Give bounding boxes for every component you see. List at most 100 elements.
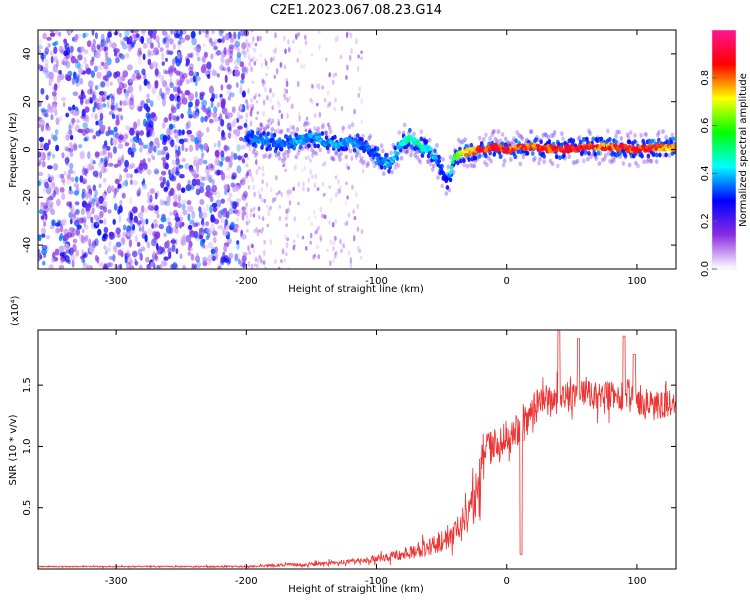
signal-mark — [292, 137, 297, 142]
noise-speck — [179, 210, 183, 218]
noise-speck — [192, 110, 197, 119]
noise-speck — [167, 247, 172, 255]
noise-speck — [269, 186, 273, 193]
noise-speck — [168, 128, 174, 136]
signal-mark — [444, 191, 449, 196]
noise-speck — [153, 145, 157, 153]
noise-speck — [158, 264, 163, 269]
noise-speck — [45, 108, 50, 114]
signal-mark — [302, 122, 307, 128]
noise-speck — [132, 136, 138, 143]
signal-mark — [575, 158, 580, 164]
noise-speck — [212, 206, 218, 213]
noise-speck — [266, 126, 270, 130]
noise-speck — [78, 144, 83, 149]
noise-speck — [48, 206, 55, 214]
noise-speck — [154, 256, 159, 262]
noise-speck — [49, 32, 56, 37]
noise-speck — [224, 156, 231, 163]
noise-speck — [54, 129, 59, 135]
signal-mark — [406, 148, 410, 154]
noise-speck — [277, 128, 280, 135]
noise-speck — [49, 105, 53, 111]
noise-speck — [162, 38, 166, 44]
signal-mark — [509, 157, 513, 163]
noise-speck — [157, 41, 161, 49]
noise-speck — [254, 92, 258, 98]
noise-speck — [199, 175, 203, 182]
noise-speck — [360, 98, 363, 105]
noise-speck — [120, 251, 124, 258]
noise-speck — [285, 252, 288, 257]
noise-speck — [213, 45, 218, 51]
noise-speck — [156, 150, 162, 156]
noise-speck — [129, 259, 134, 266]
noise-speck — [237, 111, 240, 120]
noise-speck — [280, 191, 284, 198]
noise-speck — [59, 187, 65, 193]
noise-speck — [102, 143, 107, 149]
noise-speck — [313, 182, 317, 188]
signal-mark — [370, 144, 375, 150]
noise-speck — [207, 191, 213, 199]
signal-mark — [324, 130, 329, 136]
noise-speck — [189, 77, 193, 83]
noise-speck — [128, 101, 135, 111]
noise-speck — [287, 39, 290, 45]
noise-speck — [355, 38, 358, 45]
signal-mark — [646, 157, 651, 162]
noise-speck — [80, 255, 85, 260]
noise-speck — [75, 249, 79, 257]
signal-mark — [554, 154, 559, 160]
noise-speck — [214, 38, 218, 45]
signal-mark — [650, 138, 655, 144]
noise-speck — [239, 61, 245, 68]
noise-speck — [223, 47, 227, 56]
noise-speck — [260, 197, 264, 203]
noise-speck — [76, 224, 81, 229]
noise-speck — [121, 192, 126, 199]
noise-speck — [223, 184, 230, 191]
noise-speck — [360, 50, 363, 54]
noise-speck — [72, 238, 78, 244]
noise-speck — [334, 72, 338, 77]
signal-mark — [495, 138, 500, 144]
noise-speck — [253, 206, 256, 211]
signal-mark — [328, 129, 333, 135]
signal-mark — [371, 159, 376, 164]
noise-speck — [124, 159, 129, 168]
noise-speck — [332, 258, 336, 264]
noise-speck — [284, 168, 287, 173]
noise-speck — [226, 48, 231, 56]
signal-mark — [537, 160, 541, 166]
noise-speck — [140, 205, 145, 214]
noise-speck — [236, 242, 240, 250]
signal-mark — [394, 161, 399, 167]
noise-speck — [248, 145, 252, 152]
noise-speck — [272, 197, 275, 204]
noise-speck — [97, 107, 104, 115]
noise-speck — [168, 50, 174, 56]
noise-speck — [207, 74, 211, 79]
noise-speck — [292, 245, 296, 251]
noise-speck — [248, 168, 252, 173]
signal-mark — [345, 141, 350, 147]
noise-speck — [199, 227, 204, 233]
signal-mark — [520, 136, 525, 142]
noise-speck — [154, 223, 159, 229]
noise-speck — [83, 191, 89, 198]
noise-speck — [244, 153, 248, 158]
noise-speck — [219, 113, 223, 121]
noise-speck — [75, 60, 81, 69]
noise-speck — [195, 162, 200, 170]
y-tick-label: 1.5 — [22, 377, 33, 393]
noise-speck — [240, 179, 243, 184]
noise-speck — [329, 197, 333, 204]
noise-speck — [172, 58, 176, 66]
noise-speck — [97, 84, 101, 90]
noise-speck — [167, 134, 171, 141]
noise-speck — [75, 106, 79, 113]
noise-speck — [112, 138, 118, 146]
noise-speck — [205, 172, 210, 181]
noise-speck — [252, 213, 256, 218]
